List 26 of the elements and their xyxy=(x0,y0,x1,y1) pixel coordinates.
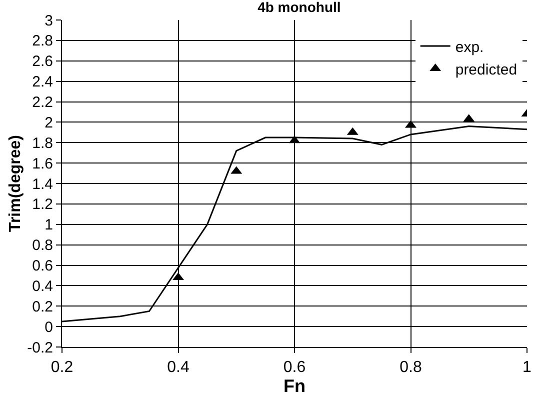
y-tick-label: 2.4 xyxy=(32,74,53,91)
y-tick-label: 1.4 xyxy=(32,176,53,193)
legend-label: predicted xyxy=(455,61,518,78)
y-tick-label: 2.6 xyxy=(32,53,53,70)
legend-label: exp. xyxy=(455,38,484,56)
y-tick-label: 1.6 xyxy=(32,155,53,172)
x-tick-label: 0.6 xyxy=(283,359,306,376)
y-tick-label: 0 xyxy=(44,318,53,336)
y-tick-label: 3 xyxy=(44,12,53,30)
y-tick-label: 0.2 xyxy=(32,298,53,316)
y-tick-label: 0.6 xyxy=(32,258,53,274)
y-tick-label: 2.8 xyxy=(32,32,53,50)
x-tick-label: 0.4 xyxy=(167,359,190,376)
x-axis-title: Fn xyxy=(284,376,306,396)
x-tick-label: 0.8 xyxy=(400,359,422,376)
chart-title: 4b monohull xyxy=(258,0,341,15)
y-tick-label: 2.2 xyxy=(32,94,53,111)
y-tick-label: 0.4 xyxy=(32,278,53,295)
y-tick-label: 0.8 xyxy=(32,237,53,254)
y-tick-label: 1.2 xyxy=(32,196,53,214)
y-tick-label: 2 xyxy=(44,114,53,132)
y-tick-label: 1.8 xyxy=(32,134,53,152)
y-tick-label: -0.2 xyxy=(27,339,53,356)
y-tick-label: 1 xyxy=(44,216,53,234)
x-tick-label: 1 xyxy=(522,359,532,376)
y-axis-title: Trim(degree) xyxy=(7,135,24,232)
